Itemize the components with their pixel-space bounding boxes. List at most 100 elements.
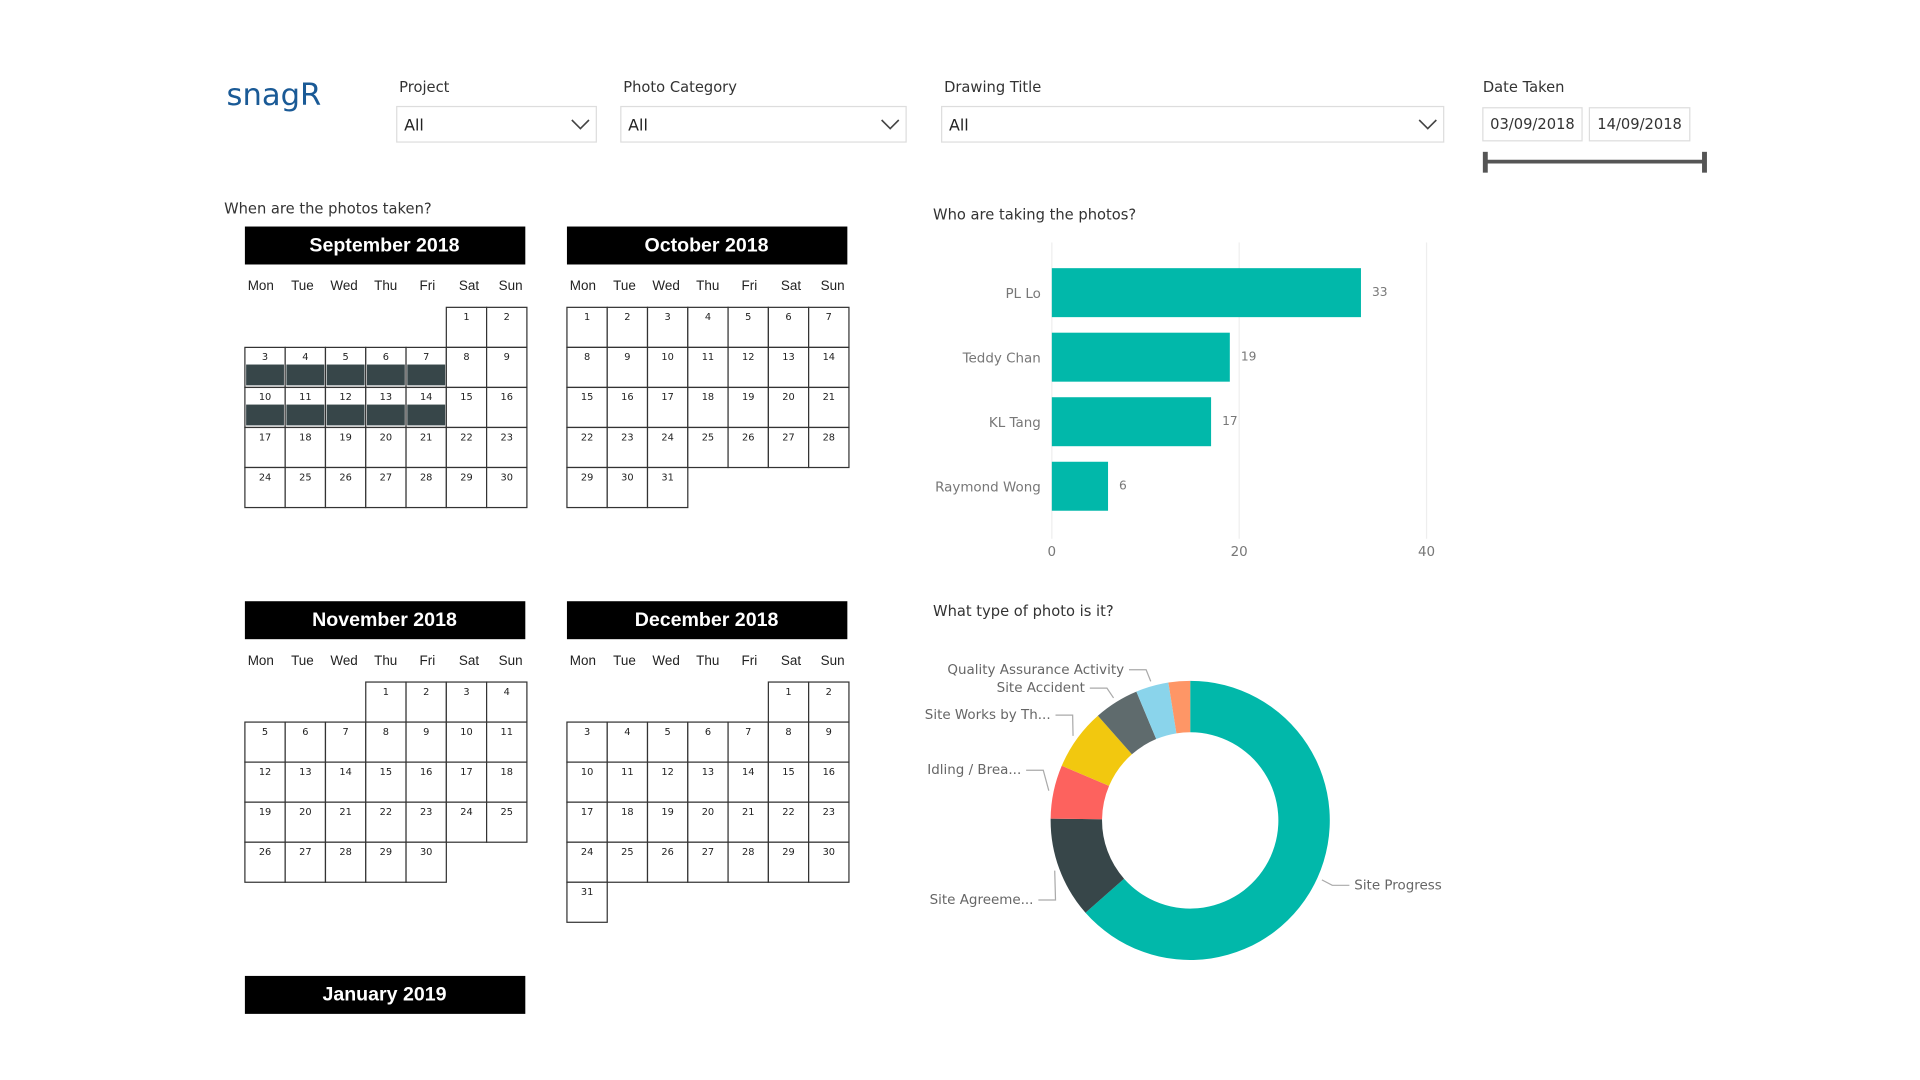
day-cell[interactable] [808, 681, 850, 723]
date-box[interactable] [1482, 107, 1583, 142]
day-cell[interactable] [606, 466, 649, 509]
day-cell[interactable] [808, 841, 850, 883]
day-cell[interactable] [485, 801, 528, 843]
day-cell[interactable] [646, 721, 689, 763]
day-cell[interactable] [405, 426, 447, 469]
day-number: 10 [661, 352, 673, 363]
leader-line [1038, 870, 1057, 901]
day-cell[interactable] [808, 386, 850, 429]
day-cell[interactable] [606, 801, 649, 843]
donut-slice[interactable] [1061, 715, 1132, 786]
day-cell[interactable] [405, 841, 447, 883]
day-cell[interactable] [566, 306, 608, 349]
day-cell[interactable] [767, 426, 810, 469]
day-cell[interactable] [767, 841, 810, 883]
day-cell[interactable] [244, 426, 286, 469]
slider-handle[interactable] [1702, 151, 1707, 173]
day-number: 20 [782, 392, 794, 403]
day-cell[interactable] [606, 721, 649, 763]
day-cell[interactable] [365, 721, 407, 763]
day-cell[interactable] [485, 466, 528, 509]
day-cell[interactable] [324, 721, 367, 763]
day-cell[interactable] [606, 386, 649, 429]
day-cell[interactable] [324, 466, 367, 509]
donut-slice[interactable] [1050, 818, 1125, 913]
donut-slice[interactable] [1136, 682, 1177, 740]
day-cell[interactable] [727, 721, 769, 763]
day-cell[interactable] [485, 761, 528, 803]
day-cell[interactable] [646, 346, 689, 389]
day-number: 5 [665, 727, 671, 738]
day-cell[interactable] [727, 386, 769, 429]
day-number: 5 [745, 312, 751, 323]
day-cell[interactable] [405, 761, 447, 803]
bar [1051, 332, 1230, 382]
day-cell[interactable] [244, 801, 286, 843]
day-cell[interactable] [365, 841, 407, 883]
day-cell[interactable] [808, 346, 850, 389]
day-cell[interactable] [808, 801, 850, 843]
day-cell[interactable] [284, 841, 327, 883]
day-cell[interactable] [687, 761, 729, 803]
donut-slice[interactable] [1085, 680, 1330, 960]
day-cell[interactable] [445, 306, 488, 349]
day-cell[interactable] [566, 881, 608, 923]
day-cell[interactable] [365, 466, 407, 509]
day-cell[interactable] [727, 426, 769, 469]
slider-handle[interactable] [1482, 151, 1488, 173]
day-number: 31 [661, 472, 673, 483]
day-cell[interactable] [284, 721, 327, 763]
dropdown[interactable] [620, 105, 907, 143]
day-cell[interactable] [244, 761, 286, 803]
day-cell[interactable] [244, 841, 286, 883]
day-cell[interactable] [767, 386, 810, 429]
day-cell[interactable] [727, 346, 769, 389]
day-number: 3 [262, 352, 268, 363]
donut-slice[interactable] [1050, 765, 1110, 820]
day-cell[interactable] [606, 761, 649, 803]
day-cell[interactable] [808, 721, 850, 763]
day-cell[interactable] [365, 681, 407, 723]
day-cell[interactable] [606, 841, 649, 883]
donut-slice[interactable] [1097, 691, 1157, 755]
day-cell[interactable] [485, 386, 528, 429]
day-cell[interactable] [324, 841, 367, 883]
donut-slice[interactable] [1168, 680, 1191, 734]
dropdown[interactable] [941, 105, 1445, 143]
day-cell[interactable] [646, 466, 689, 509]
day-cell[interactable] [244, 466, 286, 509]
day-cell[interactable] [405, 466, 447, 509]
day-cell[interactable] [485, 346, 528, 389]
day-cell[interactable] [445, 681, 488, 723]
date-box[interactable] [1588, 107, 1691, 142]
day-cell[interactable] [405, 681, 447, 723]
day-cell[interactable] [727, 306, 769, 349]
day-cell[interactable] [808, 306, 850, 349]
day-cell[interactable] [646, 386, 689, 429]
day-cell[interactable] [606, 426, 649, 469]
day-cell[interactable] [646, 761, 689, 803]
day-cell[interactable] [445, 721, 488, 763]
day-cell[interactable] [566, 426, 608, 469]
day-cell[interactable] [566, 801, 608, 843]
day-cell[interactable] [284, 761, 327, 803]
filter-label: Project [399, 79, 449, 96]
day-cell[interactable] [687, 841, 729, 883]
day-cell[interactable] [808, 426, 850, 469]
day-cell[interactable] [646, 426, 689, 469]
day-cell[interactable] [485, 681, 528, 723]
dropdown[interactable] [396, 105, 597, 143]
day-cell[interactable] [767, 306, 810, 349]
day-cell[interactable] [324, 801, 367, 843]
day-cell[interactable] [365, 801, 407, 843]
day-cell[interactable] [646, 841, 689, 883]
day-cell[interactable] [405, 721, 447, 763]
day-number: 18 [702, 392, 714, 403]
day-cell[interactable] [445, 386, 488, 429]
day-cell[interactable] [365, 761, 407, 803]
day-cell[interactable] [566, 721, 608, 763]
day-cell[interactable] [485, 721, 528, 763]
day-number: 22 [380, 807, 392, 818]
x-tick-label: 20 [1231, 545, 1248, 560]
day-cell[interactable] [405, 801, 447, 843]
